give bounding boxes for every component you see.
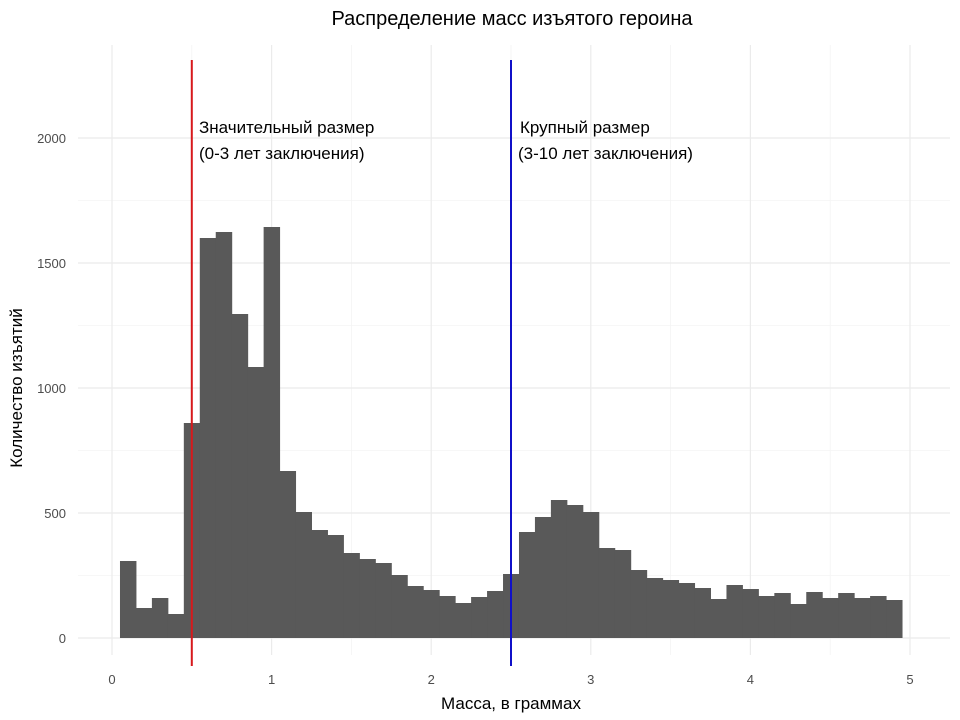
- histogram-bar: [886, 600, 903, 638]
- y-tick-label: 0: [59, 631, 66, 646]
- histogram-bar: [375, 563, 392, 638]
- histogram-bar: [630, 570, 648, 638]
- histogram-bar: [678, 583, 696, 638]
- histogram-bar: [598, 548, 616, 638]
- histogram-bar: [407, 586, 424, 638]
- histogram-bar: [742, 589, 759, 638]
- histogram-bar: [662, 580, 680, 638]
- histogram-bar: [311, 530, 328, 638]
- histogram-bar: [391, 575, 408, 638]
- histogram-bar: [582, 512, 600, 638]
- histogram-bar: [726, 585, 743, 638]
- x-tick-label: 2: [428, 672, 435, 687]
- histogram-bar: [119, 561, 137, 638]
- histogram-bar: [215, 232, 233, 638]
- x-axis-label: Масса, в граммах: [441, 694, 581, 713]
- histogram-bar: [758, 596, 775, 638]
- histogram-bar: [455, 603, 472, 638]
- y-tick-label: 1500: [37, 256, 66, 271]
- histogram-bar: [263, 227, 281, 638]
- histogram-bar: [167, 614, 185, 638]
- y-axis-label: Количество изъятий: [7, 308, 26, 468]
- histogram-bar: [694, 588, 711, 638]
- histogram-bar: [774, 593, 791, 638]
- annotation-large-line1: Крупный размер: [520, 118, 650, 137]
- annotation-significant-line2: (0-3 лет заключения): [199, 144, 365, 163]
- histogram-bar: [439, 596, 456, 638]
- histogram-bar: [423, 590, 440, 638]
- histogram-bar: [247, 367, 265, 638]
- histogram-bar: [822, 598, 839, 638]
- histogram-bar: [487, 591, 504, 638]
- histogram-bar: [646, 578, 664, 638]
- histogram-bar: [566, 505, 584, 638]
- x-axis-ticks: 0 1 2 3 4 5: [108, 672, 913, 687]
- histogram-bar: [790, 604, 807, 638]
- annotation-large-line2: (3-10 лет заключения): [518, 144, 693, 163]
- x-tick-label: 1: [268, 672, 275, 687]
- y-axis-ticks: 0 500 1000 1500 2000: [37, 131, 66, 646]
- histogram-bar: [870, 596, 887, 638]
- histogram-bar: [295, 512, 312, 638]
- histogram-bar: [854, 598, 871, 638]
- chart-title: Распределение масс изъятого героина: [331, 8, 693, 30]
- histogram-bar: [614, 550, 632, 638]
- histogram-bar: [838, 593, 855, 638]
- reference-lines: [190, 60, 512, 666]
- histogram-bar: [534, 517, 552, 638]
- x-tick-label: 0: [108, 672, 115, 687]
- histogram-bar: [359, 559, 376, 638]
- y-tick-label: 500: [44, 506, 66, 521]
- histogram-bar: [231, 314, 249, 638]
- histogram-bar: [806, 592, 823, 638]
- histogram-bar: [471, 597, 488, 638]
- histogram-bar: [710, 599, 727, 638]
- histogram-bar: [518, 532, 536, 638]
- y-tick-label: 1000: [37, 381, 66, 396]
- histogram-bar: [135, 608, 153, 638]
- y-tick-label: 2000: [37, 131, 66, 146]
- histogram-bar: [151, 598, 169, 638]
- x-tick-label: 3: [587, 672, 594, 687]
- histogram-bar: [343, 553, 360, 638]
- annotation-significant-line1: Значительный размер: [199, 118, 374, 137]
- histogram-bar: [199, 238, 217, 638]
- x-tick-label: 4: [747, 672, 754, 687]
- histogram-bar: [279, 471, 297, 638]
- x-tick-label: 5: [906, 672, 913, 687]
- histogram-bar: [550, 500, 568, 638]
- histogram-bar: [327, 535, 344, 638]
